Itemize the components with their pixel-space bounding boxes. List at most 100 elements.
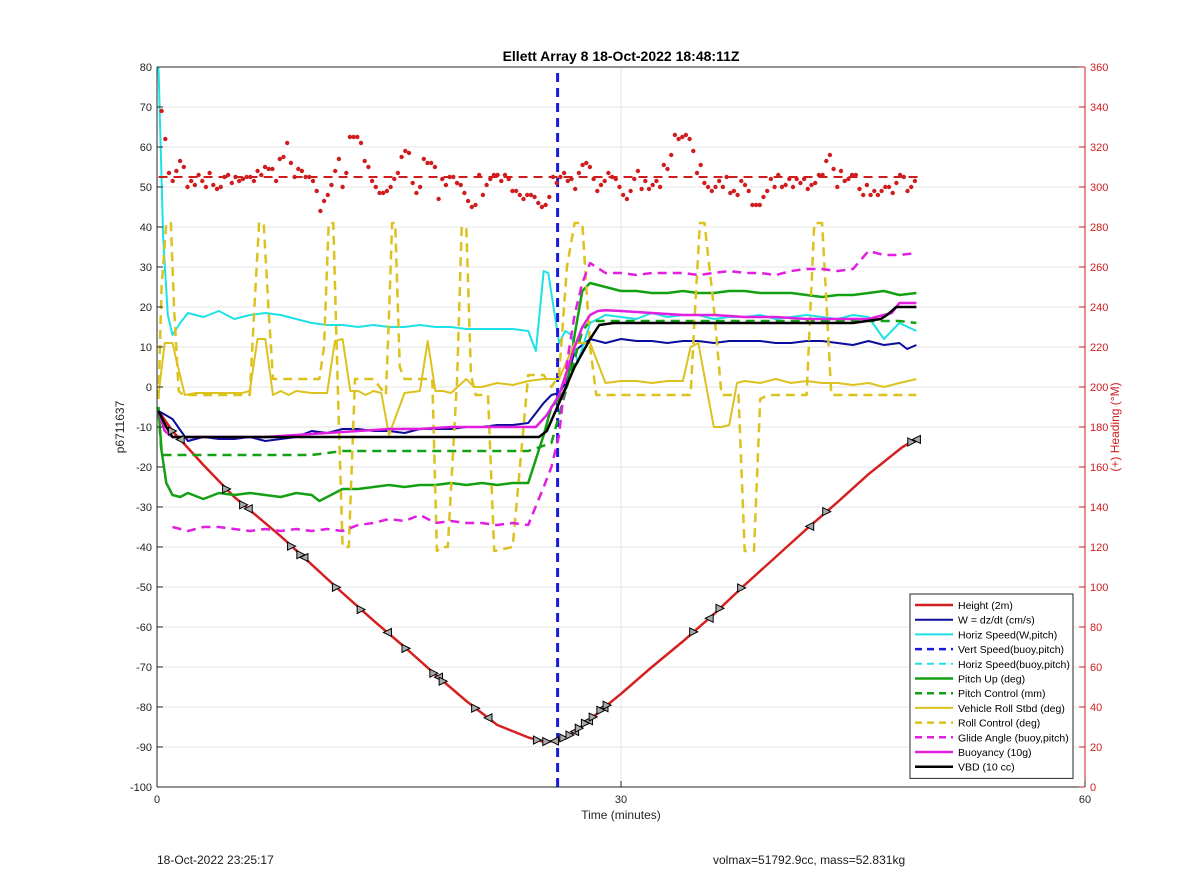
heading-point xyxy=(768,176,774,182)
heading-point xyxy=(827,152,833,158)
heading-point xyxy=(886,184,892,190)
heading-point xyxy=(838,168,844,174)
heading-point xyxy=(849,172,855,178)
y2-tick-label: 200 xyxy=(1090,382,1108,394)
heading-point xyxy=(861,192,866,198)
heading-point xyxy=(776,172,781,178)
heading-point xyxy=(248,174,253,180)
heading-point xyxy=(425,160,430,166)
heading-point xyxy=(901,174,906,180)
height-marker xyxy=(532,735,543,745)
y2-tick-label: 280 xyxy=(1090,222,1108,234)
legend-label: Height (2m) xyxy=(958,600,1013,612)
y2-tick-label: 120 xyxy=(1090,542,1108,554)
y-tick-label: 10 xyxy=(140,342,152,354)
legend-label: VBD (10 cc) xyxy=(958,762,1015,774)
heading-point xyxy=(565,178,570,184)
y-tick-label: -10 xyxy=(136,422,152,434)
heading-point xyxy=(694,170,700,176)
heading-point xyxy=(192,182,198,188)
heading-point xyxy=(783,182,788,188)
series-line-6 xyxy=(157,319,917,457)
heading-point xyxy=(646,186,652,192)
heading-point xyxy=(318,208,323,214)
heading-point xyxy=(513,188,519,194)
heading-point xyxy=(853,172,858,178)
heading-point xyxy=(831,166,836,172)
heading-point xyxy=(421,156,426,162)
heading-point xyxy=(384,188,390,194)
heading-point xyxy=(458,182,463,188)
x-tick-label: 0 xyxy=(154,794,160,806)
heading-point xyxy=(598,182,604,188)
heading-point xyxy=(285,140,290,146)
heading-point xyxy=(447,174,452,180)
heading-point xyxy=(307,174,312,180)
heading-point xyxy=(329,182,334,188)
height-marker xyxy=(438,676,449,687)
y2-tick-label: 240 xyxy=(1090,302,1108,314)
heading-point xyxy=(244,174,249,180)
heading-point xyxy=(584,160,589,166)
x-axis-label: Time (minutes) xyxy=(581,808,661,822)
y2-tick-label: 40 xyxy=(1090,702,1102,714)
heading-point xyxy=(617,184,622,190)
heading-point xyxy=(683,132,689,138)
heading-point xyxy=(735,192,740,198)
heading-point xyxy=(702,180,707,186)
heading-point xyxy=(698,162,703,168)
heading-point xyxy=(521,196,526,202)
heading-point xyxy=(750,202,755,208)
height-marker xyxy=(542,736,552,747)
heading-point xyxy=(894,180,899,186)
heading-point xyxy=(303,174,308,180)
legend-label: Pitch Up (deg) xyxy=(958,674,1025,686)
heading-point xyxy=(912,178,918,184)
heading-point xyxy=(292,174,297,180)
heading-point xyxy=(606,170,611,176)
y2-tick-label: 140 xyxy=(1090,502,1108,514)
height-marker xyxy=(356,604,367,615)
y-tick-label: 70 xyxy=(140,102,152,114)
heading-point xyxy=(203,184,209,190)
footer-volmax-mass: volmax=51792.9cc, mass=52.831kg xyxy=(713,853,906,867)
heading-point xyxy=(222,174,227,180)
y2-tick-label: 220 xyxy=(1090,342,1108,354)
heading-point xyxy=(635,168,641,174)
heading-point xyxy=(366,164,371,170)
y-tick-label: 40 xyxy=(140,222,152,234)
heading-point xyxy=(587,164,593,170)
heading-point xyxy=(473,202,478,208)
series-line-11 xyxy=(157,305,917,439)
heading-point xyxy=(805,186,810,192)
heading-point xyxy=(266,166,271,172)
y-axis-label: p6711637 xyxy=(113,400,127,453)
heading-point xyxy=(344,170,349,176)
heading-point xyxy=(842,178,847,184)
y-tick-label: -20 xyxy=(136,462,152,474)
heading-point xyxy=(809,182,814,188)
height-marker xyxy=(715,603,726,614)
heading-point xyxy=(181,164,186,170)
legend-label: Vehicle Roll Stbd (deg) xyxy=(958,703,1065,715)
height-marker xyxy=(167,426,178,436)
heading-point xyxy=(813,180,818,186)
height-marker xyxy=(704,613,714,624)
heading-point xyxy=(159,108,164,114)
heading-point xyxy=(166,170,172,176)
heading-point xyxy=(753,202,759,208)
legend-label: Roll Control (deg) xyxy=(958,718,1040,730)
heading-point xyxy=(687,136,692,142)
heading-point xyxy=(469,204,474,210)
heading-point xyxy=(628,188,633,194)
heading-point xyxy=(879,188,884,194)
height-marker xyxy=(911,434,921,445)
heading-point xyxy=(480,192,486,198)
heading-point xyxy=(451,174,456,180)
x-tick-label: 30 xyxy=(615,794,627,806)
series-line-10 xyxy=(157,301,917,439)
y2-tick-label: 80 xyxy=(1090,622,1102,634)
height-marker xyxy=(429,668,439,679)
heading-point xyxy=(336,156,342,162)
